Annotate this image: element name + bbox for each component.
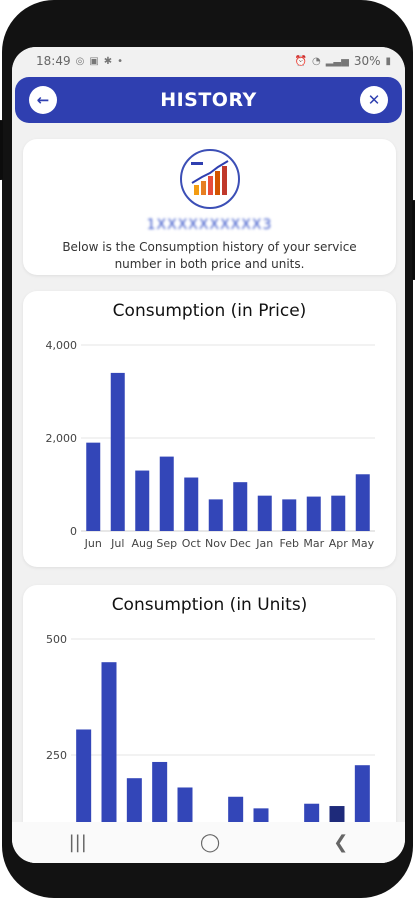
price-chart-title: Consumption (in Price) (112, 301, 307, 321)
status-time: 18:49 (36, 54, 71, 68)
bar-sep[interactable] (159, 456, 174, 531)
x-tick-label: Aug (132, 537, 153, 550)
bar-jul[interactable] (101, 662, 117, 863)
bar-may[interactable] (355, 474, 370, 531)
units-chart-title: Consumption (in Units) (111, 595, 308, 615)
x-tick-label: Jun (84, 537, 102, 550)
y-tick-label: 2,000 (46, 432, 78, 445)
volume-button (0, 120, 3, 180)
page-title: HISTORY (160, 89, 257, 111)
x-tick-label: Oct (182, 537, 202, 550)
price-chart: 0 2,000 4,000 Jun Jul Aug Sep Oct Nov Dec Jan Feb Ma… (46, 339, 375, 550)
bar-jan[interactable] (257, 495, 272, 531)
bar-nov[interactable] (208, 499, 223, 531)
alarm-icon: ⏰ (294, 55, 307, 67)
bar-aug[interactable] (135, 470, 150, 531)
battery-icon: ▮ (385, 55, 391, 67)
x-tick-label: Mar (303, 537, 324, 550)
android-navbar: ||| ◯ ❮ (12, 822, 405, 863)
signal-icon: ▂▃▅ (325, 55, 349, 67)
x-tick-label: Nov (205, 537, 227, 550)
arrow-left-icon: ← (36, 91, 50, 109)
dot-icon: • (117, 55, 124, 67)
whatsapp-icon: ◎ (75, 55, 85, 67)
app-header: ← HISTORY ✕ (15, 77, 402, 123)
x-tick-label: Jul (110, 537, 124, 550)
battery-text: 30% (353, 54, 381, 68)
bar-apr[interactable] (331, 495, 346, 531)
gallery-icon: ▣ (89, 55, 99, 67)
power-button (412, 200, 415, 280)
back-chevron-icon[interactable]: ❮ (333, 832, 349, 853)
y-tick-label: 0 (70, 525, 77, 538)
x-tick-label: May (351, 537, 374, 550)
x-tick-label: Apr (329, 537, 349, 550)
service-info-card: 1XXXXXXXXXX3 Below is the Consumption hi… (23, 139, 396, 275)
bar-jun[interactable] (86, 442, 101, 531)
y-tick-label: 500 (46, 633, 67, 646)
settings-icon: ✱ (103, 55, 113, 67)
screen: 18:49 ◎ ▣ ✱ • ⏰ ◔ ▂▃▅ 30% ▮ ← HISTORY ✕ (12, 47, 405, 863)
bar-jul[interactable] (110, 372, 125, 531)
bar-growth-icon (190, 160, 229, 195)
bar-mar[interactable] (306, 496, 321, 531)
x-tick-label: Dec (230, 537, 251, 550)
status-bar: 18:49 ◎ ▣ ✱ • ⏰ ◔ ▂▃▅ 30% ▮ (12, 47, 405, 75)
recents-icon[interactable]: ||| (68, 832, 87, 853)
back-button[interactable]: ← (29, 86, 57, 114)
close-button[interactable]: ✕ (360, 86, 388, 114)
y-tick-label: 4,000 (46, 339, 78, 352)
close-icon: ✕ (367, 91, 381, 109)
price-chart-card: Consumption (in Price) 0 2,000 4,000 Jun Jul… (23, 291, 396, 567)
wifi-icon: ◔ (312, 55, 321, 67)
bar-oct[interactable] (184, 477, 199, 531)
x-tick-label: Sep (156, 537, 177, 550)
x-tick-label: Jan (255, 537, 273, 550)
units-chart-card: Consumption (in Units) 0 250 500 (23, 585, 396, 863)
y-tick-label: 250 (46, 749, 67, 762)
service-number: 1XXXXXXXXXX3 (146, 217, 273, 233)
x-tick-label: Feb (280, 537, 299, 550)
history-description: Below is the Consumption history of your… (62, 240, 357, 271)
home-icon[interactable]: ◯ (199, 832, 221, 853)
bar-feb[interactable] (282, 499, 297, 531)
bar-dec[interactable] (233, 482, 248, 531)
consumption-logo (179, 149, 240, 209)
